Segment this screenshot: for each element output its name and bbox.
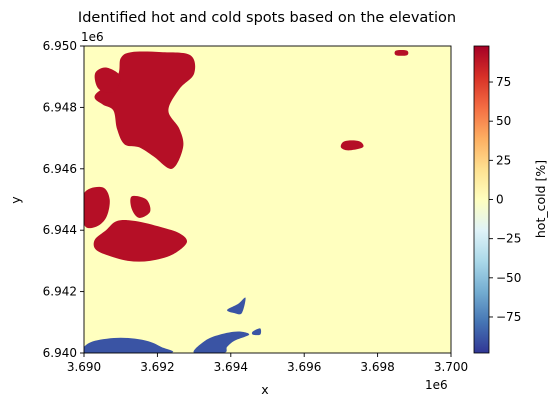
hot-spot-region-2	[84, 186, 110, 229]
plot-frame	[83, 45, 452, 354]
x-axis-label: x	[261, 382, 268, 397]
y-tick-label: 6.946	[43, 162, 77, 176]
y-tick-label: 6.948	[43, 100, 77, 114]
x-tick-label: 3.698	[360, 360, 394, 374]
chart-title: Identified hot and cold spots based on t…	[78, 10, 456, 26]
colorbar-tick-label: 75	[496, 75, 511, 89]
hot-spot-region-1	[94, 67, 121, 93]
colorbar-tick-label: −25	[496, 232, 521, 246]
x-tick-label: 3.696	[287, 360, 321, 374]
hot-spot-region-5	[340, 140, 364, 151]
x-tick-label: 3.700	[434, 360, 468, 374]
cold-spot-region-10	[251, 328, 262, 336]
x-tick-label: 3.694	[214, 360, 248, 374]
hot-spot-region-4	[93, 220, 188, 262]
x-tick-label: 3.690	[67, 360, 101, 374]
y-tick-label: 6.942	[43, 285, 77, 299]
colorbar-label: hot_cold [%]	[533, 160, 548, 238]
y-tick-label: 6.944	[43, 223, 77, 237]
cold-spot-region-9	[227, 297, 246, 315]
colorbar-tick-label: 25	[496, 153, 511, 167]
y-offset-label: 1e6	[81, 30, 104, 44]
cold-spot-region-8	[193, 331, 250, 353]
hot-spot-region-6	[394, 50, 409, 56]
colorbar-tick-label: 0	[496, 193, 504, 207]
colorbar-tick-label: −75	[496, 310, 521, 324]
y-axis-label: y	[8, 196, 23, 204]
hot-spot-region-3	[130, 195, 151, 218]
x-tick-label: 3.692	[140, 360, 174, 374]
x-offset-label: 1e6	[425, 378, 448, 392]
colorbar-tick-label: −50	[496, 271, 521, 285]
y-tick-label: 6.940	[43, 346, 77, 360]
colorbar-tick-label: 50	[496, 114, 511, 128]
y-tick-label: 6.950	[43, 39, 77, 53]
colorbar	[473, 45, 490, 354]
cold-spot-region-7	[84, 337, 174, 353]
